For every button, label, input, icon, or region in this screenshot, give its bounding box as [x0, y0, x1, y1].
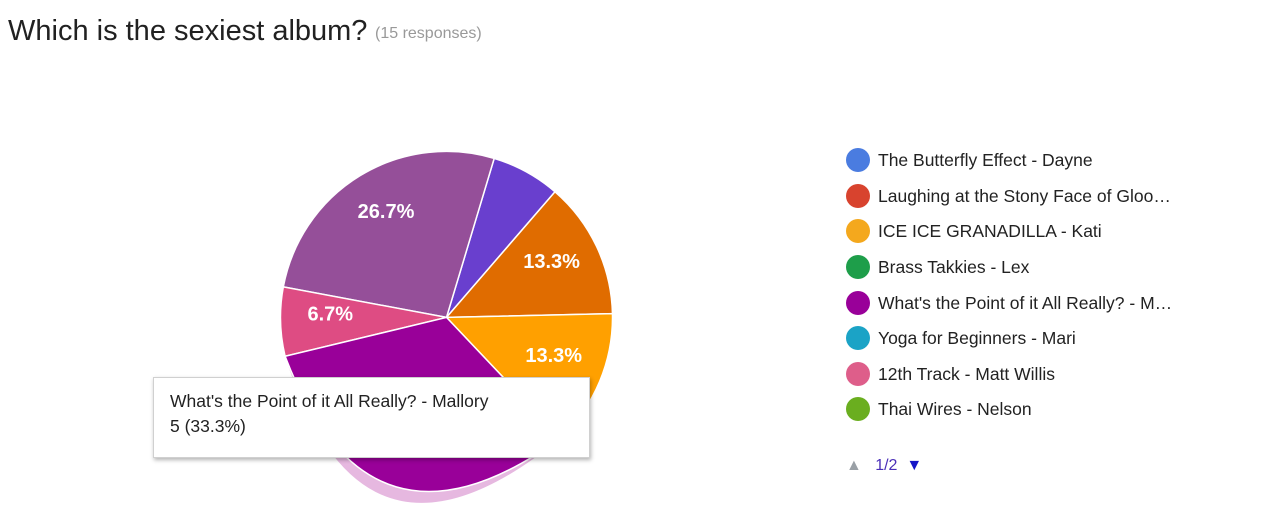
svg-text:13.3%: 13.3%	[523, 251, 580, 273]
svg-text:13.3%: 13.3%	[525, 345, 582, 367]
svg-text:6.7%: 6.7%	[308, 303, 354, 325]
svg-text:26.7%: 26.7%	[358, 201, 415, 223]
